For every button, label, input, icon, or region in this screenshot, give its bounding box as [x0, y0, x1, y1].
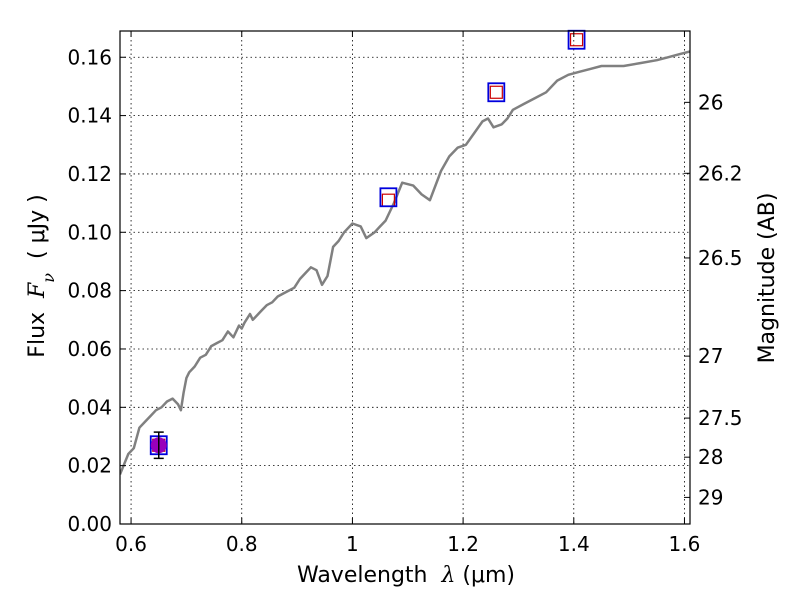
model-flux-marker — [569, 33, 584, 47]
axes: 0.6 0.8 1 1.2 1.4 1.6 0.00 0.02 0.04 0.06 0.08 0.10… — [67, 30, 743, 556]
magnitude-tick-label: 29 — [698, 485, 723, 509]
y-axis-label-subscript: ν — [39, 273, 58, 283]
y-tick-label: 0.14 — [67, 104, 112, 128]
plot-area — [120, 50, 690, 475]
magnitude-tick-label: 27 — [698, 344, 723, 368]
x-tick-label: 0.6 — [115, 532, 147, 556]
observed-flux-marker — [487, 82, 506, 103]
x-tick-label: 0.8 — [226, 532, 258, 556]
magnitude-tick-label: 26.2 — [698, 161, 743, 185]
magnitude-tick-label: 27.5 — [698, 406, 743, 430]
y-tick-label: 0.08 — [67, 279, 112, 303]
model-spectrum-line — [120, 50, 690, 475]
x-axis-label-prefix: Wavelength — [297, 563, 442, 588]
magnitude-tick-label: 26 — [698, 90, 723, 114]
x-tick-label: 1 — [346, 532, 359, 556]
y-tick-label: 0.12 — [67, 162, 112, 186]
grid-lines — [120, 31, 690, 525]
observed-flux-marker — [379, 187, 398, 208]
y-tick-label: 0.04 — [67, 395, 112, 419]
model-flux-marker — [489, 85, 503, 99]
x-axis-label: Wavelength λ (μm) — [297, 563, 515, 588]
plot-frame — [119, 30, 691, 525]
magnitude-axis-label: Magnitude (AB) — [755, 193, 780, 364]
y-tick-label: 0.02 — [67, 454, 112, 478]
x-tick-label: 1.2 — [447, 532, 479, 556]
data-markers — [149, 29, 586, 460]
magnitude-tick-label: 28 — [698, 445, 723, 469]
x-tick-label: 1.6 — [669, 532, 701, 556]
magnitude-tick-label: 26.5 — [698, 246, 743, 270]
y-tick-label: 0.16 — [67, 45, 112, 69]
y-tick-label: 0.10 — [67, 220, 112, 244]
y-tick-label: 0.00 — [67, 512, 112, 536]
y-tick-label: 0.06 — [67, 337, 112, 361]
x-axis-label-suffix: (μm) — [455, 563, 515, 588]
y-axis-label-suffix: ( μJy ) — [25, 194, 50, 273]
y-axis-label: Flux Fν ( μJy ) — [25, 194, 58, 357]
y-axis-label-prefix: Flux — [25, 298, 50, 358]
x-axis-label-symbol: λ — [440, 563, 455, 588]
x-tick-label: 1.4 — [558, 532, 590, 556]
y-axis-label-symbol: F — [25, 282, 50, 299]
